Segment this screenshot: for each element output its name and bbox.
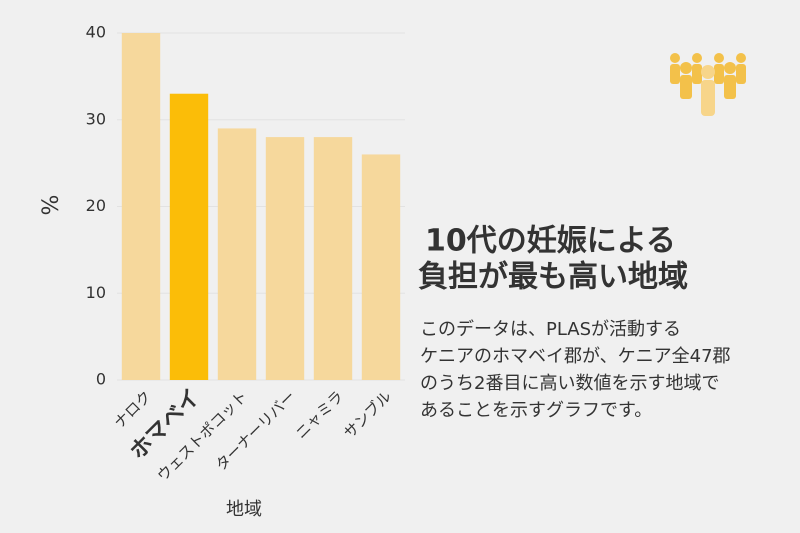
y-tick-label: 10 xyxy=(86,283,106,302)
y-tick-label: 30 xyxy=(86,109,106,128)
y-tick-label: 0 xyxy=(96,370,106,389)
bar xyxy=(361,154,401,380)
title-line: 負担が最も高い地域 xyxy=(418,260,688,295)
y-axis-label: % xyxy=(39,195,64,216)
y-tick-label: 20 xyxy=(86,196,106,215)
title-line: 10代の妊娠による xyxy=(425,224,676,259)
description-line: ケニアのホマベイ郡が、ケニア全47郡 xyxy=(420,346,731,367)
bar xyxy=(313,137,353,380)
x-axis-label: 地域 xyxy=(226,499,262,520)
people-icon xyxy=(670,53,746,116)
bar xyxy=(265,137,305,380)
y-tick-label: 40 xyxy=(86,23,106,42)
bar xyxy=(217,128,257,380)
bar xyxy=(121,33,161,380)
description-line: あることを示すグラフです。 xyxy=(420,400,652,421)
description-line: このデータは、PLASが活動する xyxy=(420,319,681,340)
bar xyxy=(169,93,209,380)
description-line: のうち2番目に高い数値を示す地域で xyxy=(420,373,719,394)
